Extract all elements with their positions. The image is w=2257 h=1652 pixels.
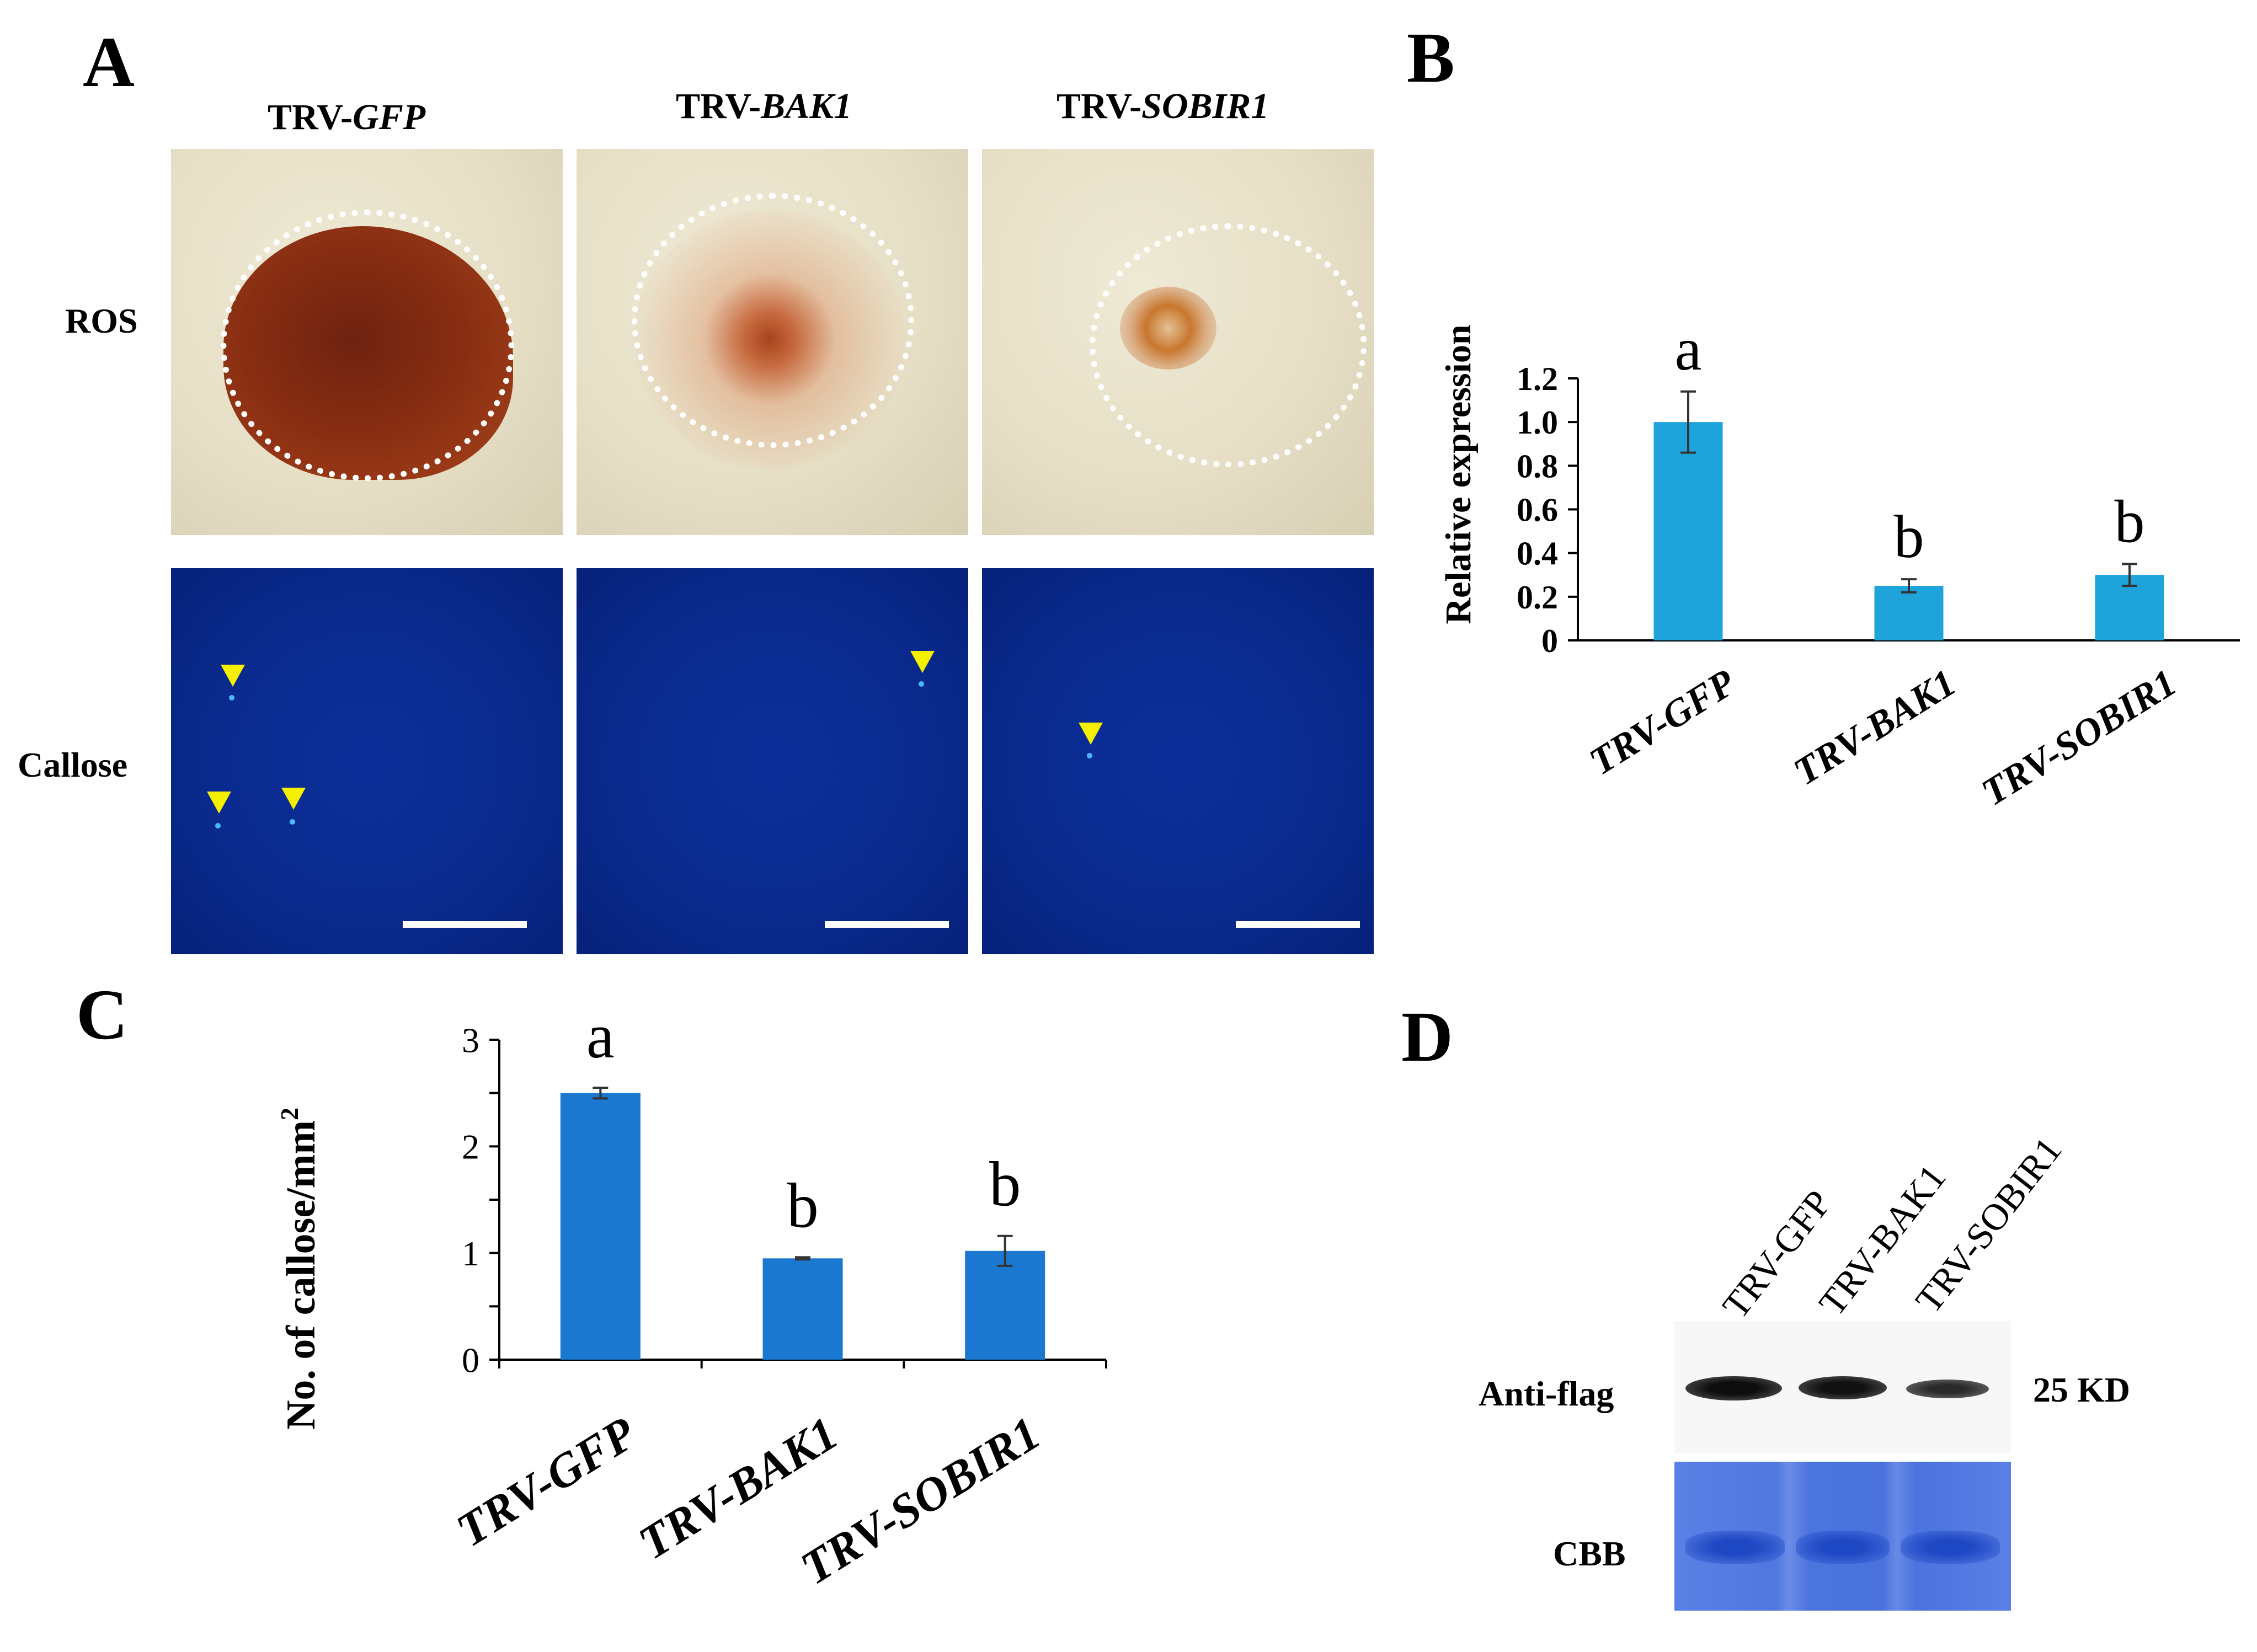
callose-photo-bak1 bbox=[577, 568, 968, 954]
callose-deposit bbox=[215, 823, 221, 828]
callose-arrow-marker bbox=[910, 651, 935, 673]
x-category-label: TRV-SOBIR1 bbox=[1975, 661, 2184, 814]
callose-deposit bbox=[229, 695, 234, 701]
x-category-label: TRV-GFP bbox=[447, 1406, 645, 1557]
size-marker-label: 25 KD bbox=[2033, 1370, 2130, 1409]
protein-band bbox=[1685, 1376, 1782, 1400]
ros-region-circle bbox=[632, 193, 914, 448]
column-header-gfp: TRV-GFP bbox=[268, 97, 426, 137]
callose-deposit bbox=[1087, 753, 1092, 758]
y-tick-label: 0.8 bbox=[1517, 448, 1558, 484]
western-blot-lane-labels: TRV-GFP TRV-BAK1 TRV-SOBIR1 bbox=[1714, 1129, 2070, 1326]
callose-photo-gfp bbox=[171, 568, 563, 954]
ros-photo-bak1 bbox=[577, 149, 968, 535]
expression-bar-chart: Relative expression 0 0.2 0.4 0.6 0.8 1.0 1.2 a… bbox=[1438, 316, 2240, 814]
y-axis-label-superscript: 2 bbox=[275, 1108, 303, 1120]
scale-bar bbox=[825, 921, 949, 928]
cbb-label: CBB bbox=[1553, 1534, 1626, 1573]
cbb-band bbox=[1796, 1531, 1890, 1564]
bar-trv-bak1 bbox=[762, 1258, 843, 1360]
bar-trv-bak1 bbox=[1874, 586, 1944, 640]
y-tick-label: 3 bbox=[462, 1020, 479, 1060]
chart-b-plot: 0 0.2 0.4 0.6 0.8 1.0 1.2 a TRV-GFP b TRV-BAK1 b TRV… bbox=[1517, 316, 2240, 814]
anti-flag-blot bbox=[1674, 1321, 2011, 1453]
x-category-label: TRV-GFP bbox=[1582, 661, 1743, 784]
y-tick-label: 1.0 bbox=[1517, 404, 1558, 441]
column-header-bak1: TRV-BAK1 bbox=[676, 86, 852, 126]
significance-letter: b bbox=[1894, 503, 1924, 570]
callose-arrow-marker bbox=[1079, 723, 1103, 745]
y-tick-label: 0.4 bbox=[1517, 536, 1558, 572]
y-axis-label: No. of callose/mm2 bbox=[275, 1108, 324, 1430]
significance-letter: b bbox=[787, 1170, 819, 1241]
y-axis-label: Relative expression bbox=[1438, 324, 1479, 624]
callose-deposit bbox=[290, 819, 295, 825]
y-tick-label: 0.6 bbox=[1517, 492, 1558, 528]
panel-b-letter: B bbox=[1407, 18, 1455, 98]
panel-c-letter: C bbox=[76, 975, 128, 1055]
anti-flag-label: Anti-flag bbox=[1479, 1374, 1614, 1413]
protein-band bbox=[1799, 1376, 1887, 1399]
cbb-stained-gel bbox=[1674, 1462, 2011, 1611]
callose-arrow-marker bbox=[281, 788, 306, 810]
lane-label-sobir1: TRV-SOBIR1 bbox=[1907, 1129, 2070, 1320]
scale-bar bbox=[403, 921, 527, 928]
y-tick-label: 0.2 bbox=[1517, 579, 1558, 616]
row-label-callose: Callose bbox=[18, 745, 128, 784]
bar-trv-gfp bbox=[560, 1093, 641, 1360]
bar-trv-gfp bbox=[1653, 422, 1723, 640]
ros-photo-gfp bbox=[171, 149, 563, 535]
y-tick-label: 1 bbox=[462, 1234, 479, 1273]
ros-photo-sobir1 bbox=[982, 149, 1374, 535]
x-category-label: TRV-BAK1 bbox=[1786, 661, 1963, 794]
y-tick-label: 0 bbox=[1541, 623, 1558, 659]
callose-photo-sobir1 bbox=[982, 568, 1374, 954]
scale-bar bbox=[1236, 921, 1360, 928]
significance-letter: b bbox=[2115, 488, 2145, 555]
y-tick-label: 0 bbox=[462, 1340, 479, 1380]
callose-arrow-marker bbox=[207, 792, 231, 814]
protein-band bbox=[1906, 1380, 1989, 1398]
panel-d-letter: D bbox=[1401, 997, 1453, 1077]
ros-region-circle bbox=[1090, 223, 1367, 467]
column-header-sobir1: TRV-SOBIR1 bbox=[1057, 86, 1269, 126]
significance-letter: a bbox=[586, 1001, 615, 1071]
cbb-band bbox=[1901, 1531, 2000, 1564]
y-tick-label: 2 bbox=[462, 1127, 479, 1167]
bar-trv-sobir1 bbox=[965, 1250, 1045, 1360]
row-label-ros: ROS bbox=[65, 301, 138, 340]
significance-letter: a bbox=[1675, 316, 1702, 383]
ros-region-circle bbox=[221, 210, 514, 481]
cbb-band bbox=[1685, 1531, 1785, 1564]
significance-letter: b bbox=[989, 1150, 1021, 1220]
panel-a-letter: A bbox=[83, 23, 135, 102]
callose-deposit bbox=[919, 681, 924, 687]
y-tick-label: 1.2 bbox=[1517, 361, 1558, 397]
callose-arrow-marker bbox=[221, 665, 245, 687]
